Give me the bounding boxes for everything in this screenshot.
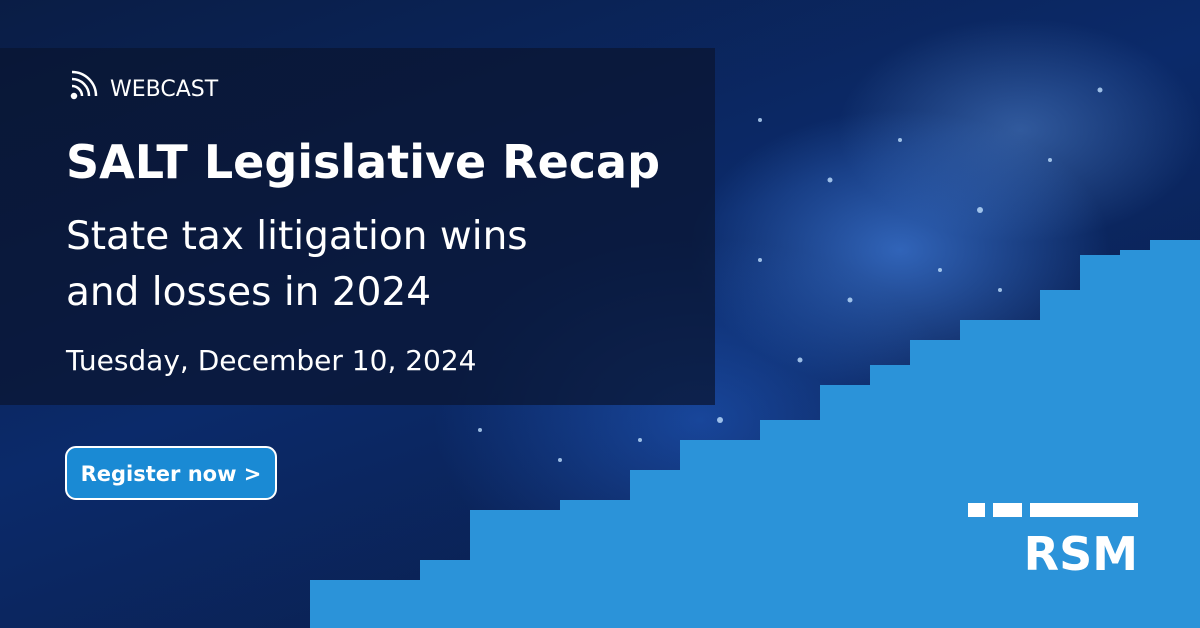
- map-dots: [478, 87, 1103, 462]
- date: Tuesday, December 10, 2024: [65, 344, 477, 377]
- label: WEBCAST: [110, 77, 219, 102]
- button-bg[interactable]: [65, 446, 277, 500]
- subtitle-line: State tax litigation wins: [66, 214, 528, 259]
- button-label[interactable]: Register now >: [81, 462, 262, 486]
- pixel-staircase: [310, 240, 1200, 628]
- title: SALT Legislative Recap: [66, 135, 660, 189]
- logo-bars: [968, 503, 1138, 517]
- webcast-icon: [70, 70, 98, 100]
- pixel-squares: [470, 250, 1200, 532]
- text-panel: [0, 48, 715, 405]
- logo: RSM: [1024, 527, 1138, 581]
- subtitle-line: and losses in 2024: [66, 270, 431, 315]
- register-button[interactable]: Register now >: [65, 446, 277, 500]
